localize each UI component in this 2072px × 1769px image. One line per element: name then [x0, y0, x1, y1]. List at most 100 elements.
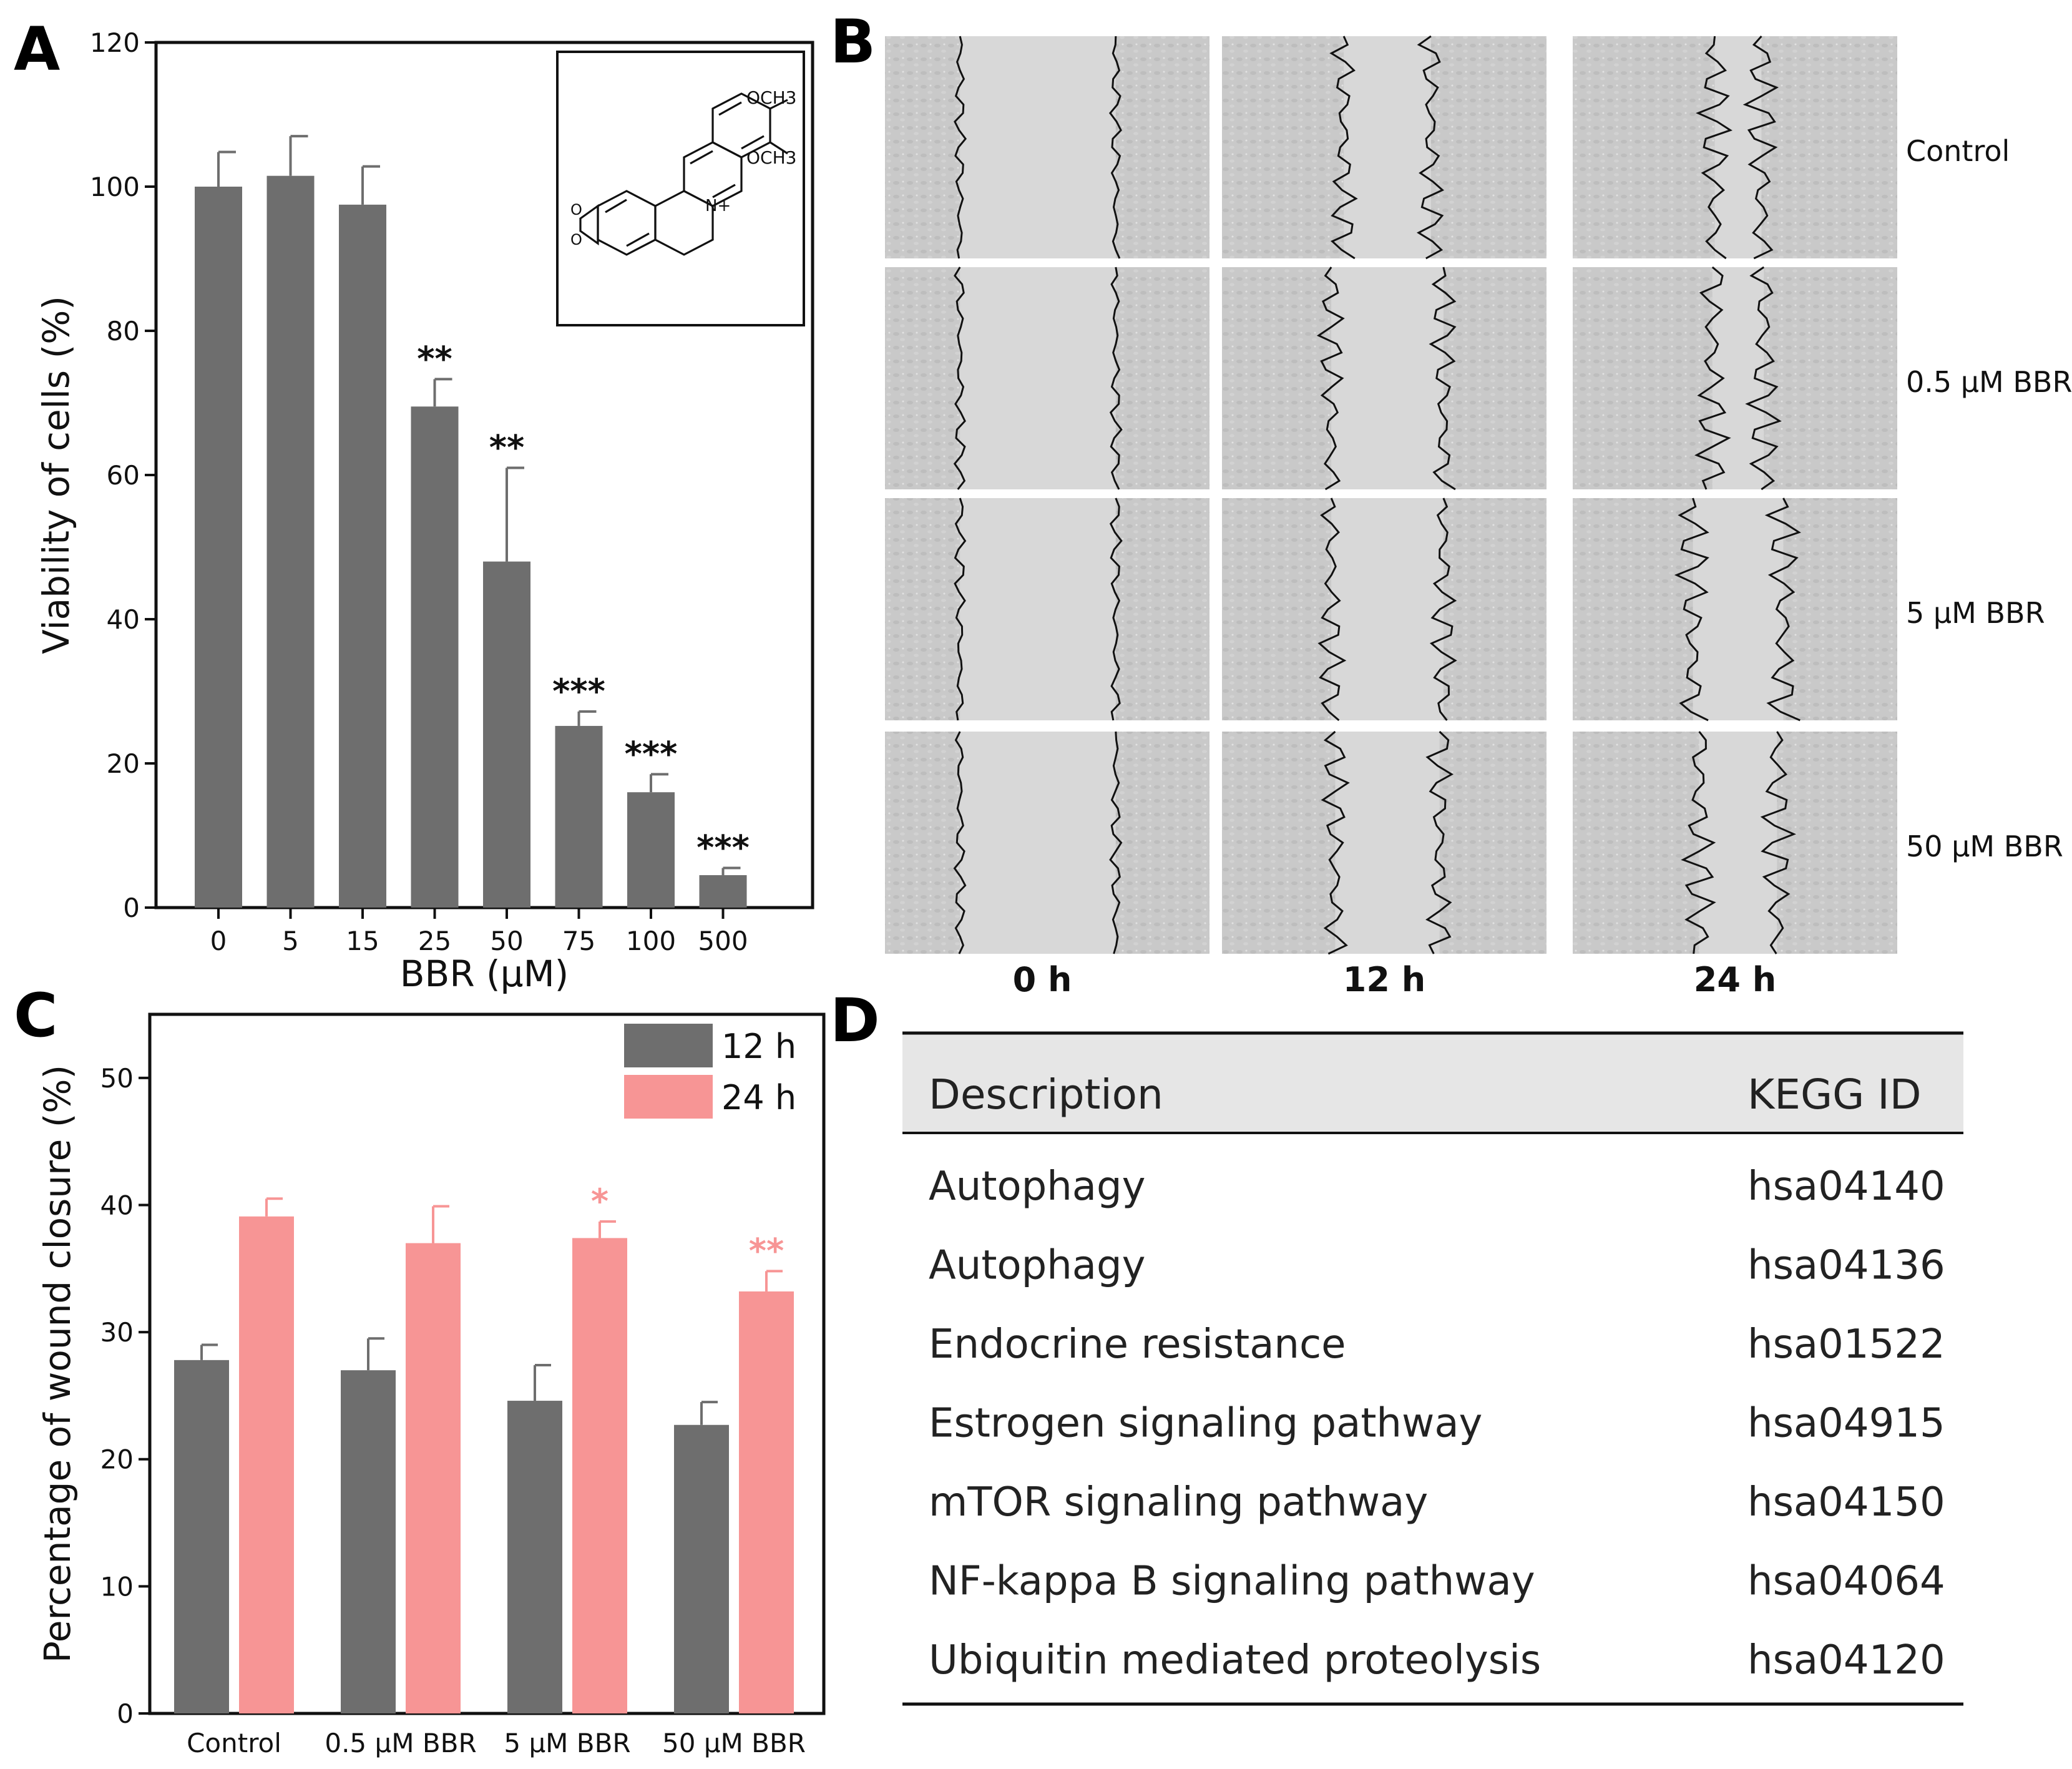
micrograph-row-labels: Control 0.5 μM BBR 5 μM BBR 50 μM BBR [1906, 134, 2072, 863]
table-cell-kegg-id: hsa01522 [1747, 1321, 1945, 1368]
table-cell-kegg-id: hsa04140 [1747, 1164, 1945, 1210]
wound-edge-left [1681, 731, 1716, 954]
substituent-label: OCH3 [746, 147, 796, 168]
table-cell-description: NF-kappa B signaling pathway [929, 1559, 1535, 1605]
x-tick-label: 25 [418, 926, 451, 956]
wound-gap [1714, 36, 1762, 258]
wound-edge-right [1764, 497, 1801, 722]
table-cell-kegg-id: hsa04915 [1747, 1401, 1945, 1447]
wound-edge-left [953, 731, 967, 954]
table-cell-description: Autophagy [929, 1164, 1146, 1210]
chart-c-frame [148, 1012, 826, 1715]
table-row: Endocrine resistance hsa01522 [929, 1321, 1945, 1368]
oxygen-label: O [570, 201, 582, 218]
x-tick-label: 5 μM BBR [504, 1728, 630, 1758]
chart-a-bars: ************* [195, 135, 750, 908]
bar [507, 1401, 562, 1713]
significance-label: ** [489, 428, 524, 467]
bar [174, 1360, 229, 1713]
column-label: 0 h [1013, 960, 1072, 999]
table-row: mTOR signaling pathway hsa04150 [929, 1479, 1945, 1526]
chart-c-y-ticks: 0 10 20 30 40 50 [100, 1063, 150, 1729]
wound-edge-left [1696, 36, 1732, 260]
chart-a-x-ticks: 0 5 15 25 50 75 100 500 [210, 908, 748, 956]
wound-gap [960, 267, 1116, 489]
y-tick-label: 40 [100, 1190, 134, 1220]
y-tick-label: 120 [90, 27, 140, 58]
bar [627, 792, 675, 908]
row-label: 50 μM BBR [1906, 830, 2063, 863]
x-tick-label: 75 [562, 926, 595, 956]
table-cell-kegg-id: hsa04136 [1747, 1243, 1945, 1289]
wound-edge-left [1321, 730, 1350, 955]
nitrogen-label: N+ [705, 197, 731, 215]
micrograph-tile [885, 36, 1209, 259]
bar [195, 187, 242, 908]
y-tick-label: 10 [100, 1571, 134, 1602]
table-header-background [902, 1033, 1963, 1133]
micrograph-tile [1222, 267, 1547, 491]
y-tick-label: 80 [107, 316, 140, 346]
y-tick-label: 30 [100, 1317, 134, 1348]
x-tick-label: 15 [346, 926, 379, 956]
bar [411, 406, 459, 908]
micrograph-tile [1222, 730, 1547, 955]
panel-b: B Control 0.5 μM BBR 5 μM BBR 50 μM BBR 0 h… [830, 7, 2072, 999]
significance-label: ** [749, 1231, 784, 1270]
x-tick-label: 5 [282, 926, 299, 956]
x-tick-label: 0.5 μM BBR [325, 1728, 476, 1758]
row-label: 0.5 μM BBR [1906, 365, 2072, 399]
chart-a-x-title: BBR (μM) [400, 953, 569, 995]
substituent-label: OCH3 [746, 87, 796, 108]
table-header-description: Description [929, 1071, 1163, 1119]
wound-edge-left [1694, 266, 1731, 490]
micrograph-tile [885, 267, 1209, 490]
wound-gap [960, 36, 1116, 258]
micrograph-tile [1573, 266, 1897, 491]
y-tick-label: 20 [100, 1444, 134, 1475]
bar [674, 1424, 729, 1713]
bar [239, 1216, 294, 1713]
wound-edge-right [1429, 497, 1457, 721]
x-tick-label: 100 [626, 926, 676, 956]
chart-a-y-ticks: 0 20 40 60 80 100 120 [90, 27, 156, 923]
x-tick-label: 50 μM BBR [662, 1728, 806, 1758]
panel-label-d: D [830, 986, 880, 1056]
bar [739, 1291, 794, 1713]
table-row: Autophagy hsa04136 [929, 1243, 1945, 1289]
significance-label: *** [696, 828, 750, 867]
wound-gap [1335, 732, 1440, 954]
table-row: NF-kappa B signaling pathway hsa04064 [929, 1559, 1945, 1605]
micrograph-tile [1573, 36, 1897, 260]
table-cell-description: mTOR signaling pathway [929, 1479, 1428, 1526]
bar [572, 1238, 627, 1713]
legend-swatch-12h [624, 1024, 713, 1067]
wound-healing-micrographs [885, 35, 1897, 955]
bar [406, 1243, 461, 1713]
y-tick-label: 50 [100, 1063, 134, 1094]
table-row: Estrogen signaling pathway hsa04915 [929, 1401, 1945, 1447]
legend-label-12h: 12 h [721, 1027, 796, 1066]
wound-edge-right [1425, 730, 1454, 954]
table-cell-description: Endocrine resistance [929, 1321, 1346, 1368]
y-tick-label: 0 [123, 893, 140, 923]
panel-d: D Description KEGG ID Autophagy hsa04140A… [830, 986, 1963, 1706]
chart-c-x-ticks: Control 0.5 μM BBR 5 μM BBR 50 μM BBR [187, 1728, 806, 1758]
oxygen-label: O [570, 231, 582, 248]
wound-edge-right [1108, 36, 1122, 259]
wound-gap [1331, 267, 1444, 489]
panel-label-b: B [830, 7, 876, 77]
bar [339, 204, 386, 908]
bar [341, 1370, 396, 1713]
x-tick-label: 0 [210, 926, 227, 956]
table-cell-description: Ubiquitin mediated proteolysis [929, 1637, 1541, 1683]
wound-edge-left [1674, 497, 1709, 722]
table-cell-kegg-id: hsa04064 [1747, 1559, 1945, 1605]
wound-gap [1331, 498, 1444, 720]
bar [699, 875, 747, 908]
table-cell-description: Estrogen signaling pathway [929, 1401, 1482, 1447]
chart-c-bars: *** [174, 1182, 794, 1713]
wound-edge-left [954, 36, 967, 259]
